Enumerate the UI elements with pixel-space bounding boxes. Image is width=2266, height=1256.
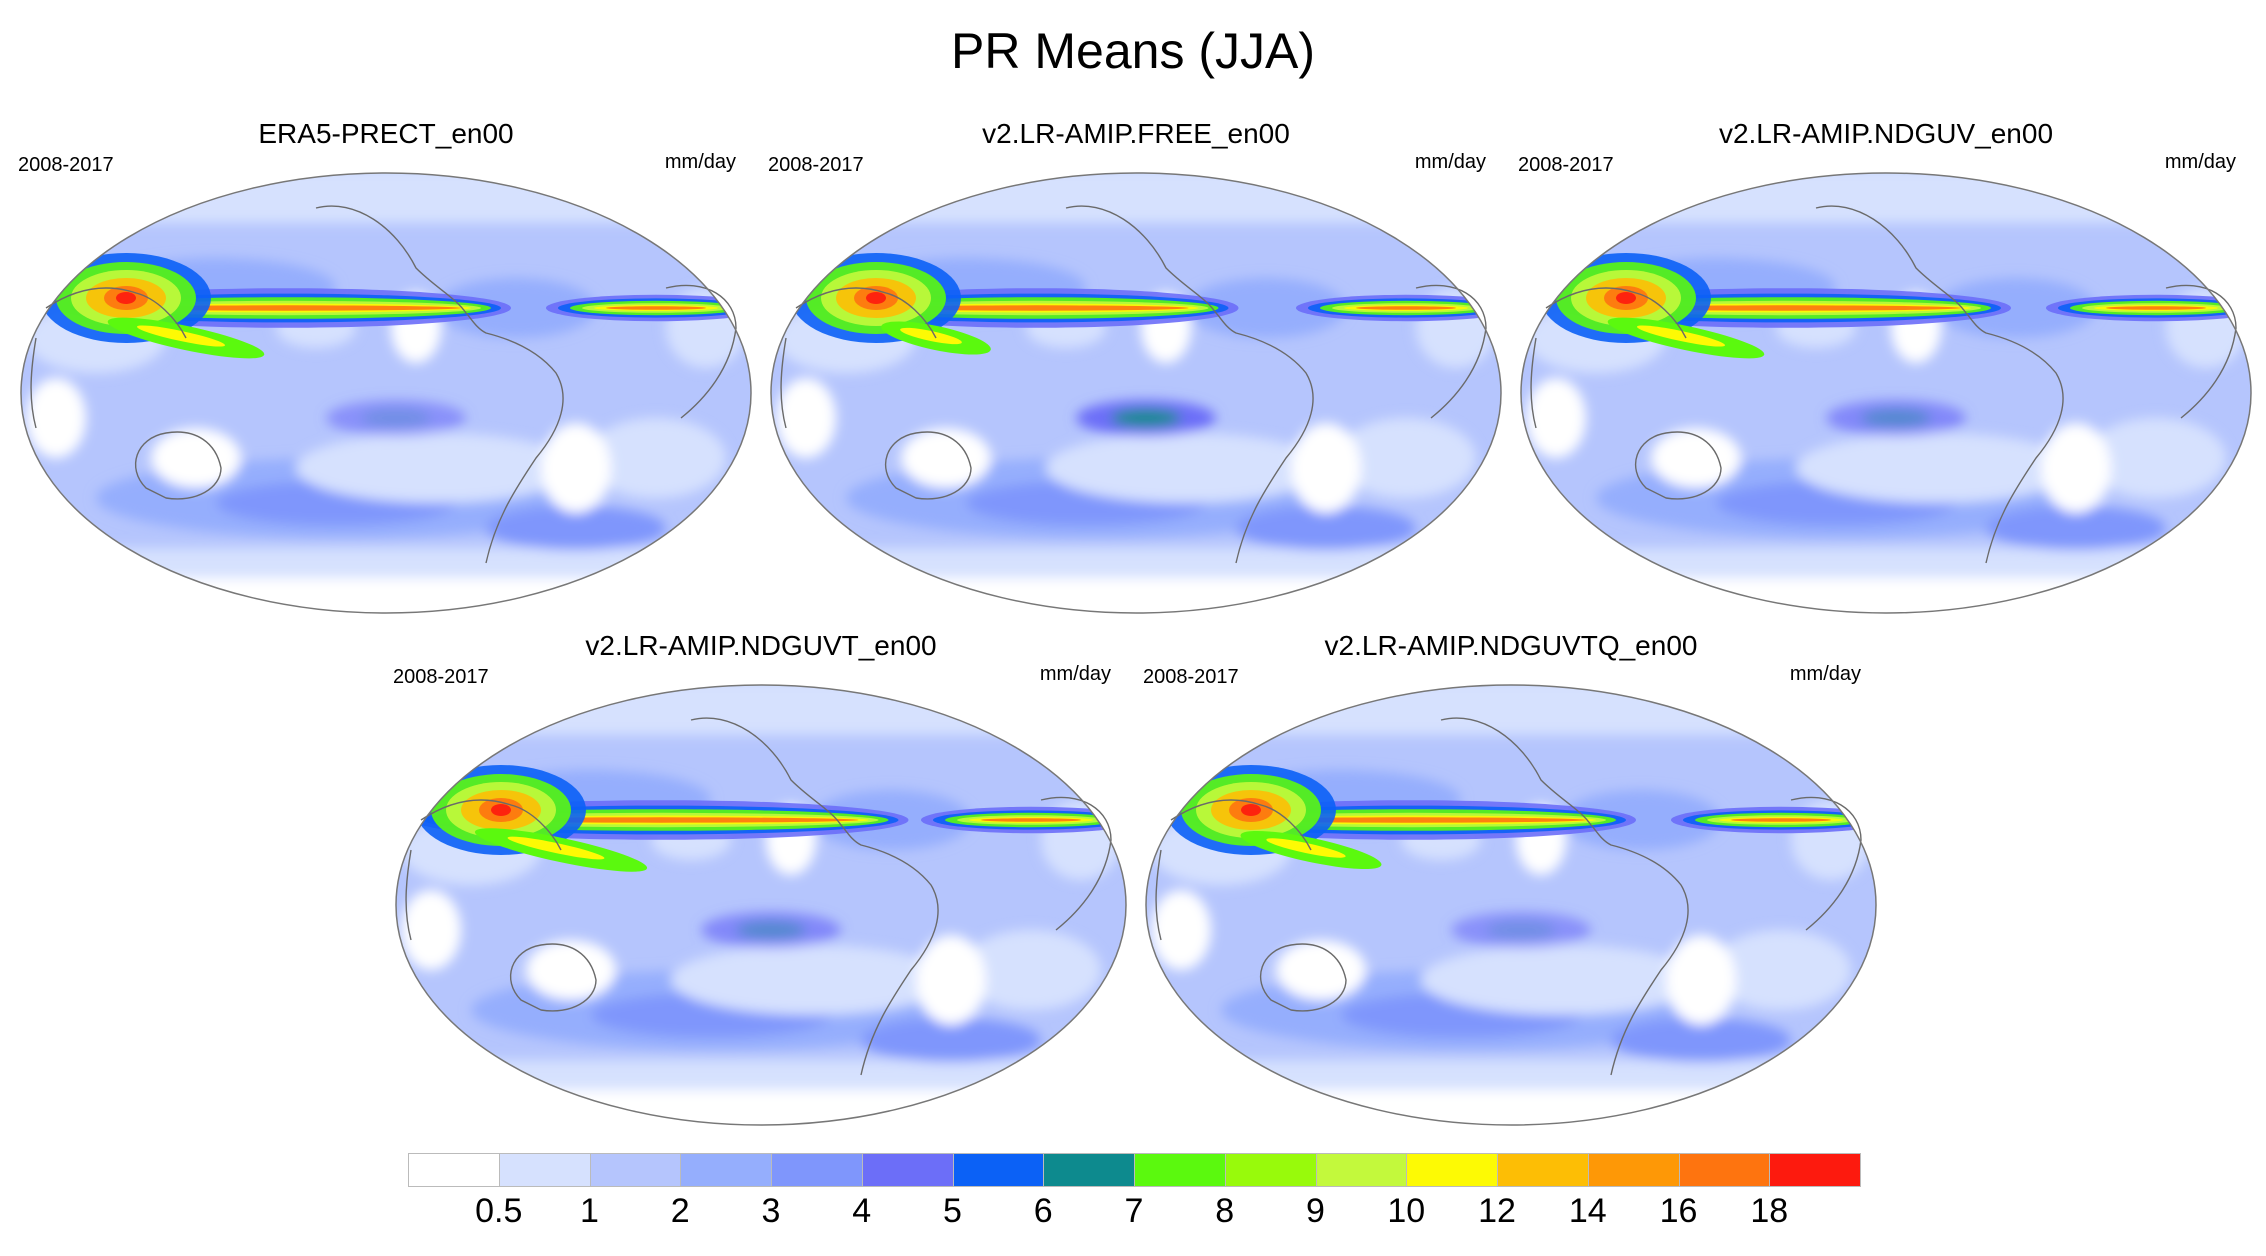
panel-units: mm/day [1414, 151, 1486, 173]
colorbar-swatch [1224, 1153, 1317, 1187]
colorbar-tick-label: 6 [1033, 1192, 1053, 1230]
world-precip-map-icon [1145, 684, 1877, 1126]
colorbar-swatch [408, 1153, 500, 1187]
colorbar-swatch [1134, 1153, 1226, 1187]
colorbar-tick-label: 18 [1750, 1192, 1789, 1230]
colorbar-swatch [1769, 1153, 1861, 1187]
colorbar-swatch [589, 1153, 682, 1187]
panel-period: 2008-2017 [1518, 154, 1614, 176]
colorbar-tick-label: 7 [1124, 1192, 1144, 1230]
colorbar-tick-label: 8 [1215, 1192, 1235, 1230]
colorbar-swatch [861, 1153, 954, 1187]
map-panel-ndguvtq: v2.LR-AMIP.NDGUVTQ_en00 2008-2017 mm/day [1141, 630, 1881, 1126]
colorbar-tick-label: 16 [1659, 1192, 1698, 1230]
colorbar [408, 1153, 1861, 1187]
panel-title: ERA5-PRECT_en00 [258, 118, 514, 149]
panel-period: 2008-2017 [768, 154, 864, 176]
panel-units: mm/day [1789, 663, 1861, 685]
colorbar-swatch [1497, 1153, 1589, 1187]
colorbar-tick-label: 0.5 [475, 1192, 523, 1230]
map-panel-free: v2.LR-AMIP.FREE_en00 2008-2017 mm/day [766, 118, 1506, 614]
colorbar-tick-label: 14 [1568, 1192, 1607, 1230]
world-precip-map-icon [20, 172, 752, 614]
panel-title: v2.LR-AMIP.FREE_en00 [982, 118, 1290, 149]
colorbar-swatch [1315, 1153, 1408, 1187]
panel-period: 2008-2017 [1143, 666, 1239, 688]
figure-title: PR Means (JJA) [951, 23, 1315, 79]
map-panel-era5: ERA5-PRECT_en00 2008-2017 mm/day [16, 118, 756, 614]
colorbar-swatch [1587, 1153, 1680, 1187]
colorbar-swatch [952, 1153, 1045, 1187]
panel-title: v2.LR-AMIP.NDGUVTQ_en00 [1324, 630, 1698, 661]
panel-title: v2.LR-AMIP.NDGUV_en00 [1718, 118, 2054, 149]
world-precip-map-icon [395, 684, 1127, 1126]
panel-units: mm/day [2164, 151, 2236, 173]
colorbar-tick-label: 4 [852, 1192, 872, 1230]
world-precip-map-icon [1520, 172, 2252, 614]
colorbar-tick-label: 10 [1387, 1192, 1426, 1230]
map-panel-ndguvt: v2.LR-AMIP.NDGUVT_en00 2008-2017 mm/day [391, 630, 1131, 1126]
panel-units: mm/day [664, 151, 736, 173]
colorbar-tick-label: 9 [1306, 1192, 1325, 1230]
panel-period: 2008-2017 [393, 666, 489, 688]
map-panel-ndguv: v2.LR-AMIP.NDGUV_en00 2008-2017 mm/day [1516, 118, 2256, 614]
colorbar-swatch [1406, 1153, 1498, 1187]
colorbar-tick-label: 12 [1478, 1192, 1516, 1230]
colorbar-tick-label: 3 [761, 1192, 781, 1230]
colorbar-tick-label: 1 [580, 1192, 599, 1230]
colorbar-tick-label: 2 [670, 1192, 690, 1230]
colorbar-swatch [680, 1153, 772, 1187]
panel-units: mm/day [1039, 663, 1111, 685]
panel-title: v2.LR-AMIP.NDGUVT_en00 [585, 630, 937, 661]
colorbar-swatch [1043, 1153, 1135, 1187]
colorbar-swatch [1678, 1153, 1771, 1187]
colorbar-tick-label: 5 [943, 1192, 962, 1230]
world-precip-map-icon [770, 172, 1502, 614]
panel-period: 2008-2017 [18, 154, 114, 176]
colorbar-swatch [498, 1153, 591, 1187]
colorbar-swatch [771, 1153, 863, 1187]
